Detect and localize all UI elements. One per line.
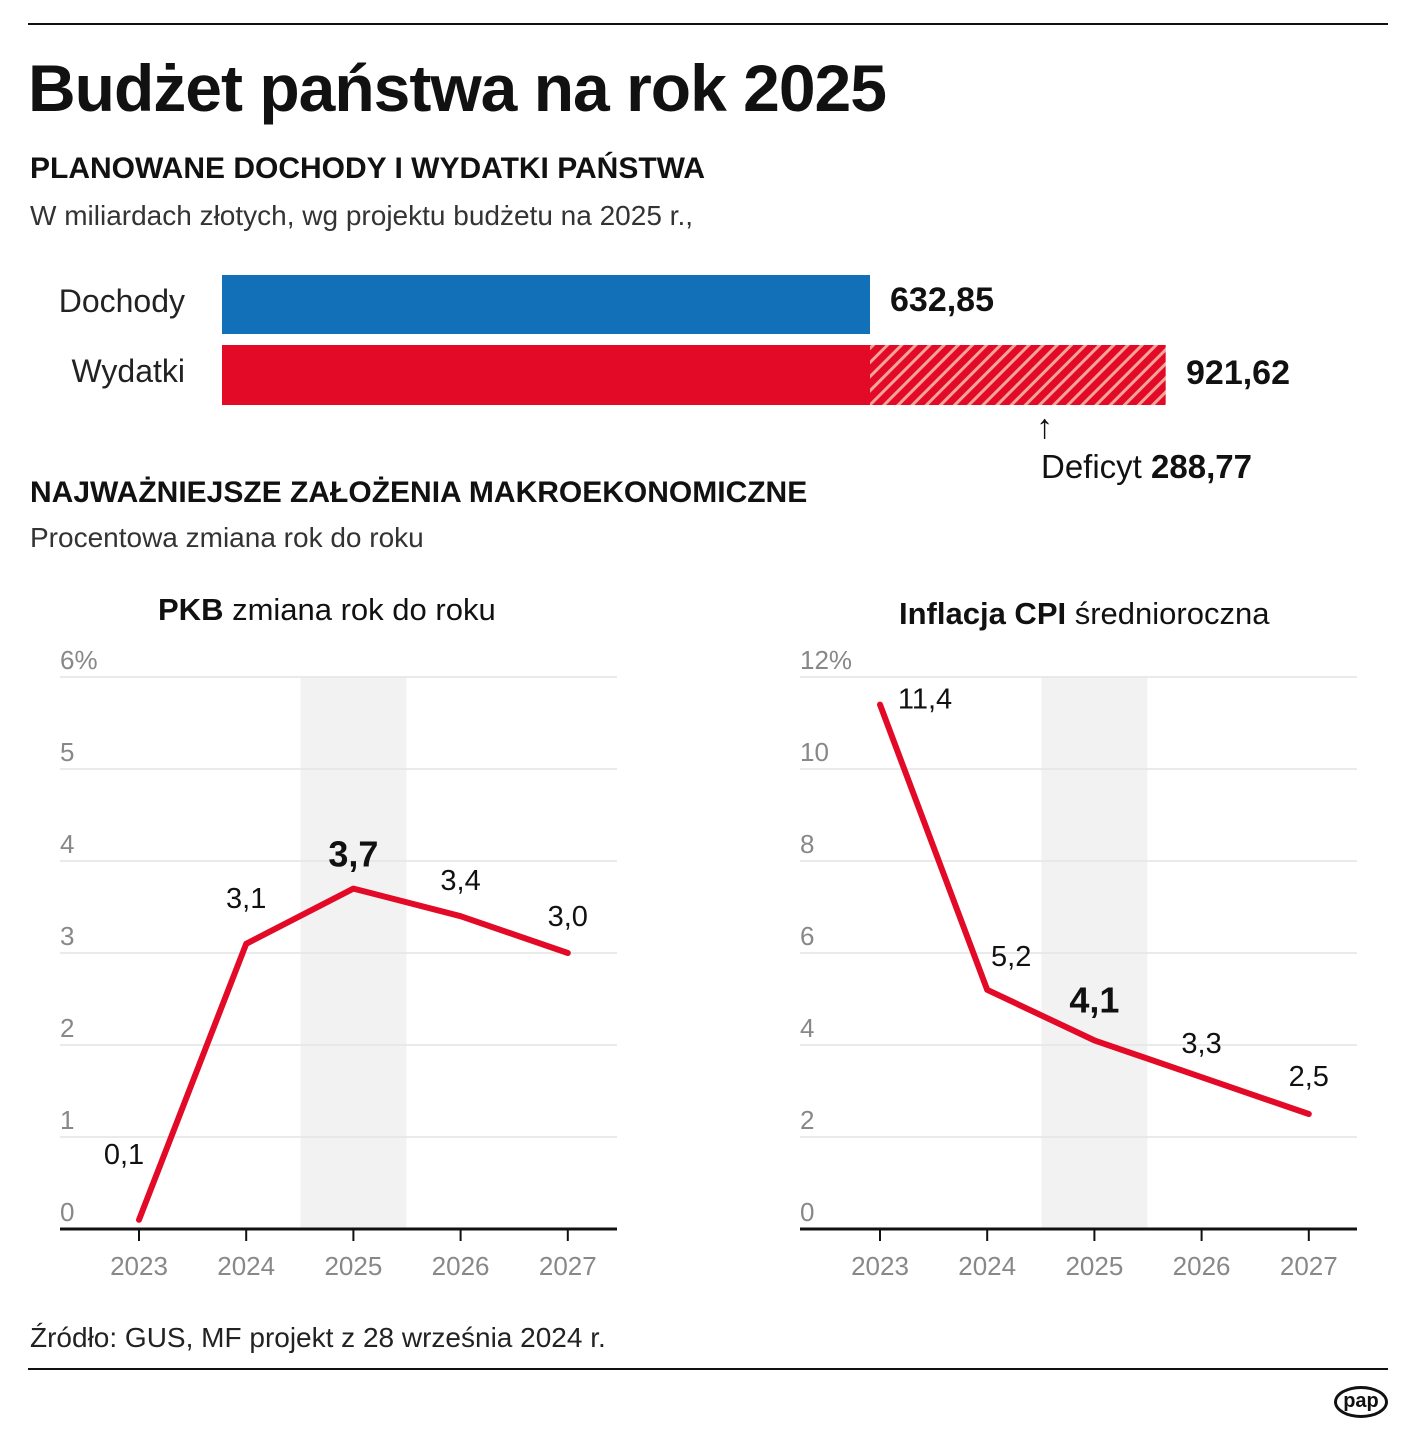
data-label: 11,4 <box>898 684 952 716</box>
chart-cpi-title-bold: Inflacja CPI <box>899 596 1067 631</box>
bar-label-dochody: Dochody <box>58 283 185 319</box>
y-tick-label: 10 <box>800 737 829 767</box>
data-label: 3,0 <box>548 901 588 933</box>
bottom-rule <box>28 1368 1388 1370</box>
series-line <box>136 885 571 1223</box>
data-label: 4,1 <box>1069 979 1119 1020</box>
source-note: Źródło: GUS, MF projekt z 28 września 20… <box>30 1322 606 1353</box>
chart-pkb-title-bold: PKB <box>158 592 224 627</box>
y-tick-label: 6 <box>800 921 814 951</box>
chart-cpi-title: Inflacja CPI średnioroczna <box>899 596 1269 632</box>
x-tick-label: 2027 <box>539 1251 597 1281</box>
chart-cpi-title-rest: średnioroczna <box>1066 596 1270 631</box>
bar-value-wydatki: 921,62 <box>1186 354 1290 392</box>
data-label: 3,1 <box>226 883 266 915</box>
bar-label-wydatki: Wydatki <box>71 353 185 389</box>
deficit-annotation: Deficyt 288,77 <box>1041 448 1252 486</box>
bar-dochody <box>222 275 870 334</box>
chart-pkb-title-rest: zmiana rok do roku <box>223 592 496 627</box>
chart-pkb-title: PKB zmiana rok do roku <box>158 592 496 628</box>
data-label: 3,7 <box>328 834 378 875</box>
y-tick-label: 6% <box>60 645 98 675</box>
series-line <box>877 701 1312 1117</box>
section2-subtitle: Procentowa zmiana rok do roku <box>30 522 424 553</box>
x-tick-label: 2024 <box>217 1251 275 1281</box>
pap-logo: pap <box>1334 1386 1388 1418</box>
y-tick-label: 2 <box>800 1105 814 1135</box>
y-tick-label: 12% <box>800 645 852 675</box>
x-tick-label: 2023 <box>851 1251 909 1281</box>
page-title: Budżet państwa na rok 2025 <box>28 51 887 125</box>
x-tick-label: 2025 <box>1065 1251 1123 1281</box>
y-tick-label: 0 <box>800 1197 814 1227</box>
y-tick-label: 4 <box>800 1013 814 1043</box>
x-tick-label: 2026 <box>1173 1251 1231 1281</box>
y-tick-label: 3 <box>60 921 74 951</box>
bar-wydatki-deficit <box>870 345 1166 405</box>
section1-subtitle: W miliardach złotych, wg projektu budżet… <box>30 200 694 231</box>
data-label: 3,4 <box>440 865 480 897</box>
x-tick-label: 2023 <box>110 1251 168 1281</box>
data-label: 0,1 <box>104 1139 144 1171</box>
x-tick-label: 2026 <box>432 1251 490 1281</box>
y-tick-label: 8 <box>800 829 814 859</box>
bar-value-dochody: 632,85 <box>890 281 994 319</box>
deficit-value: 288,77 <box>1151 448 1252 485</box>
y-tick-label: 5 <box>60 737 74 767</box>
deficit-label: Deficyt <box>1041 448 1142 485</box>
x-tick-label: 2024 <box>958 1251 1016 1281</box>
y-tick-label: 4 <box>60 829 74 859</box>
section2-heading: NAJWAŻNIEJSZE ZAŁOŻENIA MAKROEKONOMICZNE <box>30 476 808 509</box>
y-tick-label: 2 <box>60 1013 74 1043</box>
top-rule <box>28 23 1388 25</box>
data-label: 2,5 <box>1289 1061 1329 1093</box>
data-label: 5,2 <box>991 941 1031 973</box>
x-tick-label: 2025 <box>324 1251 382 1281</box>
arrow-up-icon: ↑ <box>1036 408 1053 446</box>
data-label: 3,3 <box>1181 1028 1221 1060</box>
x-tick-label: 2027 <box>1280 1251 1338 1281</box>
section1-heading: PLANOWANE DOCHODY I WYDATKI PAŃSTWA <box>30 152 705 185</box>
bar-wydatki-covered <box>222 345 870 405</box>
y-tick-label: 0 <box>60 1197 74 1227</box>
y-tick-label: 1 <box>60 1105 74 1135</box>
